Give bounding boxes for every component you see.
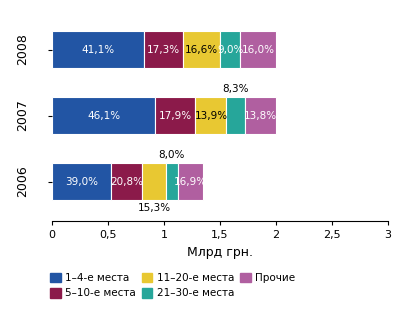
- Bar: [155, 97, 195, 134]
- Text: 16,0%: 16,0%: [242, 45, 274, 54]
- Legend: 1–4-е места, 5–10-е места, 11–20-е места, 21–30-е места, Прочие: 1–4-е места, 5–10-е места, 11–20-е места…: [50, 273, 295, 298]
- Text: 13,8%: 13,8%: [244, 111, 277, 120]
- Bar: [183, 31, 220, 68]
- Bar: [220, 31, 240, 68]
- Bar: [144, 31, 183, 68]
- Bar: [111, 163, 142, 200]
- Text: 13,9%: 13,9%: [194, 111, 228, 120]
- Text: 20,8%: 20,8%: [110, 177, 143, 186]
- Bar: [245, 97, 276, 134]
- Text: 17,9%: 17,9%: [159, 111, 192, 120]
- X-axis label: Млрд грн.: Млрд грн.: [187, 246, 253, 259]
- Bar: [166, 163, 178, 200]
- Text: 16,6%: 16,6%: [185, 45, 218, 54]
- Text: 9,0%: 9,0%: [217, 45, 243, 54]
- Text: 46,1%: 46,1%: [87, 111, 120, 120]
- Text: 15,3%: 15,3%: [138, 203, 170, 213]
- Bar: [178, 163, 203, 200]
- Text: 17,3%: 17,3%: [147, 45, 180, 54]
- Bar: [240, 31, 276, 68]
- Text: 8,0%: 8,0%: [158, 150, 185, 160]
- Bar: [226, 97, 245, 134]
- Text: 41,1%: 41,1%: [82, 45, 114, 54]
- Text: 16,9%: 16,9%: [174, 177, 207, 186]
- Bar: [52, 163, 111, 200]
- Bar: [142, 163, 166, 200]
- Text: 8,3%: 8,3%: [222, 84, 249, 94]
- Bar: [52, 97, 155, 134]
- Bar: [195, 97, 226, 134]
- Text: 39,0%: 39,0%: [65, 177, 98, 186]
- Bar: [52, 31, 144, 68]
